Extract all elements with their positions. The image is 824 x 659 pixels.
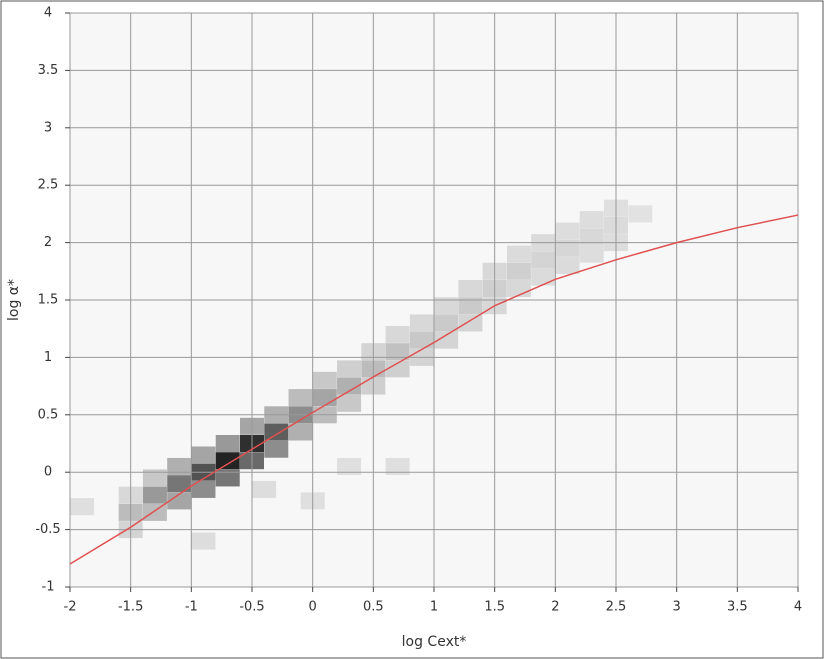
heat-cell xyxy=(312,389,337,407)
y-tick-label: 2 xyxy=(44,235,52,250)
x-tick-label: 0.5 xyxy=(363,600,384,615)
y-tick-label: 0 xyxy=(44,465,52,480)
heat-cell xyxy=(264,423,289,441)
x-tick-label: -1 xyxy=(185,600,198,615)
heat-cell xyxy=(142,503,167,521)
heat-cell xyxy=(288,389,313,407)
heat-cell xyxy=(531,268,556,286)
heat-cell xyxy=(506,245,531,263)
heat-cell xyxy=(434,297,459,315)
heat-cell xyxy=(215,469,240,487)
x-tick-label: 3.5 xyxy=(727,600,748,615)
heat-cell xyxy=(506,262,531,280)
y-tick-label: -1 xyxy=(42,580,55,595)
heat-cell xyxy=(385,457,410,475)
y-tick-label: 1 xyxy=(44,350,52,365)
heat-cell xyxy=(264,440,289,458)
heat-cell xyxy=(555,257,580,275)
heat-cell xyxy=(337,377,362,395)
heat-cell xyxy=(458,314,483,332)
heat-cell xyxy=(434,331,459,349)
heat-cell xyxy=(458,297,483,315)
heat-cell xyxy=(215,435,240,452)
heat-cell xyxy=(555,239,580,257)
heat-cell xyxy=(337,360,362,378)
heat-cell xyxy=(252,480,277,498)
heat-cell xyxy=(409,314,434,332)
heat-cell xyxy=(458,280,483,298)
heat-cell xyxy=(312,371,337,389)
y-tick-label: 4 xyxy=(44,6,52,21)
heat-cell xyxy=(434,314,459,332)
heat-cell xyxy=(142,486,167,504)
heat-cell xyxy=(288,423,313,441)
heat-cell xyxy=(628,205,653,223)
heat-cell xyxy=(215,452,240,470)
y-tick-label: 0.5 xyxy=(38,407,59,422)
heat-cell xyxy=(337,457,362,475)
heat-cell xyxy=(385,343,410,361)
heat-cell xyxy=(385,360,410,378)
y-tick-label: 3.5 xyxy=(38,63,59,78)
x-tick-label: -2 xyxy=(64,600,77,615)
x-tick-label: 2 xyxy=(551,600,559,615)
y-tick-label: -0.5 xyxy=(35,522,60,537)
y-tick-label: 2.5 xyxy=(38,178,59,193)
heat-cell xyxy=(579,211,604,229)
heat-cell xyxy=(337,394,362,412)
x-axis-label: log Cext* xyxy=(402,634,467,650)
heat-cell xyxy=(167,492,192,510)
x-tick-label: 3 xyxy=(673,600,681,615)
x-tick-label: 2.5 xyxy=(606,600,627,615)
heat-cell xyxy=(167,457,192,475)
y-tick-label: 3 xyxy=(44,120,52,135)
heat-cell xyxy=(191,446,216,464)
heat-cell xyxy=(142,469,167,487)
fit-line xyxy=(69,214,799,565)
heat-cell xyxy=(70,498,95,516)
heat-cell xyxy=(191,480,216,498)
x-tick-label: -0.5 xyxy=(239,600,264,615)
x-tick-label: 1 xyxy=(430,600,438,615)
heat-cell xyxy=(191,532,216,550)
x-tick-label: -1.5 xyxy=(118,600,143,615)
x-tick-label: 4 xyxy=(794,600,802,615)
heat-cell xyxy=(385,325,410,343)
heat-cell xyxy=(531,251,556,269)
heat-cell xyxy=(409,331,434,349)
heat-cell xyxy=(167,475,192,493)
y-axis-label: log α* xyxy=(6,279,22,321)
heat-cell xyxy=(579,245,604,263)
heat-cell xyxy=(579,228,604,246)
x-tick-label: 0 xyxy=(309,600,317,615)
heat-cell xyxy=(555,222,580,240)
y-tick-label: 1.5 xyxy=(38,293,59,308)
x-tick-label: 1.5 xyxy=(484,600,505,615)
